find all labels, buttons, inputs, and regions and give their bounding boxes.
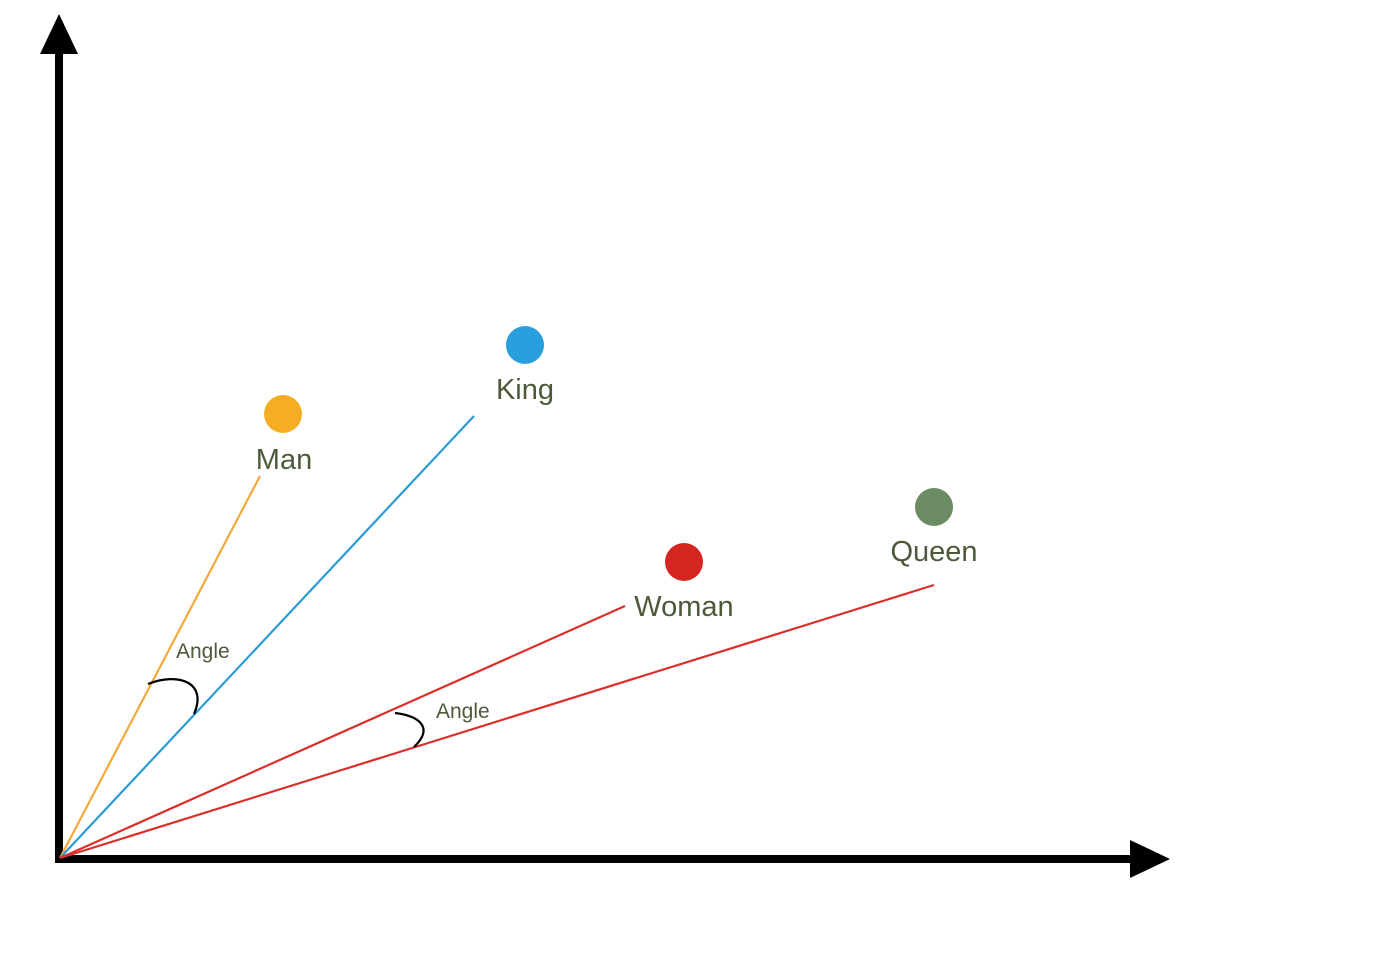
king-point — [506, 326, 544, 364]
queen-point — [915, 488, 953, 526]
woman-point — [665, 543, 703, 581]
king-label: King — [496, 374, 554, 406]
man-point — [264, 395, 302, 433]
angle-arcs — [147, 678, 425, 748]
angle-label-woman-queen: Angle — [436, 700, 490, 723]
queen-label: Queen — [890, 536, 977, 568]
woman-label: Woman — [634, 591, 733, 623]
vectors — [59, 415, 935, 860]
angle-arc-man-king — [147, 678, 199, 715]
king-vector — [59, 415, 475, 859]
angle-arc-woman-queen — [394, 711, 425, 748]
woman-vector — [59, 604, 626, 860]
x-axis-arrowhead — [1130, 840, 1170, 878]
word-points — [264, 326, 953, 581]
y-axis-arrowhead — [40, 14, 78, 54]
queen-vector — [59, 583, 935, 860]
man-vector — [59, 475, 261, 859]
man-label: Man — [256, 444, 312, 476]
axes — [40, 14, 1170, 878]
angle-label-man-king: Angle — [176, 640, 230, 663]
